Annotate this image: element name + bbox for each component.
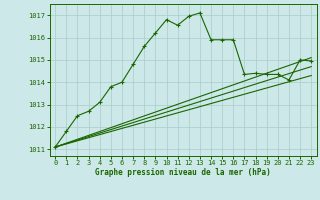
- X-axis label: Graphe pression niveau de la mer (hPa): Graphe pression niveau de la mer (hPa): [95, 168, 271, 177]
